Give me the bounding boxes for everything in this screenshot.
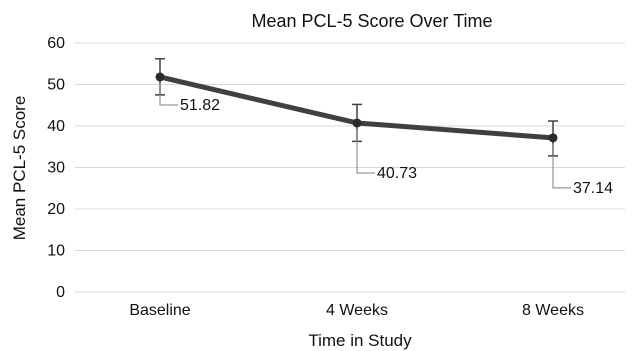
data-label-leader	[159, 82, 178, 106]
y-tick-label: 50	[47, 77, 65, 94]
y-tick-label: 30	[47, 160, 65, 177]
y-tick-label: 60	[47, 35, 65, 52]
y-axis-title: Mean PCL-5 Score	[10, 96, 29, 241]
x-tick-label: 4 Weeks	[326, 302, 388, 319]
data-label-leader	[552, 143, 571, 189]
x-axis-title: Time in Study	[308, 331, 412, 350]
data-labels: 51.82 40.73 37.14	[159, 82, 613, 197]
x-tick-label: Baseline	[129, 302, 190, 319]
data-point	[548, 133, 558, 143]
data-label: 37.14	[573, 180, 613, 197]
y-tick-label: 10	[47, 243, 65, 260]
chart-title: Mean PCL-5 Score Over Time	[251, 11, 492, 31]
data-point	[155, 72, 165, 82]
data-label: 51.82	[180, 97, 220, 114]
gridlines	[75, 42, 625, 293]
y-axis-ticks: 0 10 20 30 40 50 60	[47, 35, 65, 301]
y-tick-label: 40	[47, 118, 65, 135]
y-tick-label: 0	[56, 284, 65, 301]
y-tick-label: 20	[47, 201, 65, 218]
x-axis-ticks: Baseline 4 Weeks 8 Weeks	[129, 302, 584, 319]
data-label-leader	[356, 128, 375, 174]
data-point	[352, 118, 362, 128]
x-tick-label: 8 Weeks	[522, 302, 584, 319]
data-label: 40.73	[377, 165, 417, 182]
